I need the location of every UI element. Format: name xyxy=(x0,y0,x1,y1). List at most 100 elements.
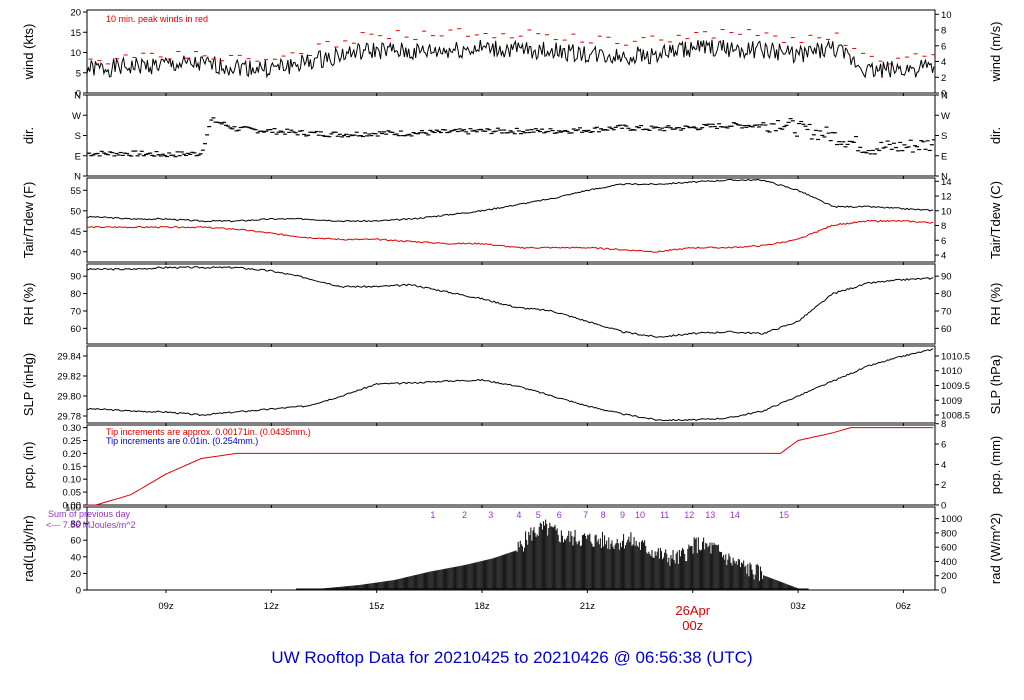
pcp-left-tick-label: 0.15 xyxy=(63,462,82,473)
time-tick-label: 15z xyxy=(369,601,385,612)
rh-left-tick-label: 90 xyxy=(70,272,81,283)
rh-right-tick-label: 70 xyxy=(941,306,952,317)
rh-right-tick-label: 90 xyxy=(941,272,952,283)
time-tick-label: 03z xyxy=(790,601,806,612)
sun-hour-number: 2 xyxy=(462,510,467,520)
precip-cumulative-line xyxy=(87,427,934,505)
precip-note-red: Tip increments are approx. 0.00171in. (0… xyxy=(106,427,311,437)
dir-left-tick-label: E xyxy=(75,151,81,162)
panel-wind xyxy=(83,9,939,96)
time-tick-label: 18z xyxy=(474,601,490,612)
temp-frame xyxy=(86,177,936,263)
pcp-right-tick-label: 6 xyxy=(941,440,946,451)
dir-right-tick-label: N xyxy=(941,172,948,183)
chart-footer-title: UW Rooftop Data for 20210425 to 20210426… xyxy=(271,648,753,667)
radiation-sum-value: <--- 7.66 MJoules/m^2 xyxy=(46,520,136,530)
rad-ylabel-right: rad (W/m^2) xyxy=(988,513,1003,584)
temp-right-tick-label: 6 xyxy=(941,236,946,247)
temp-left-tick-label: 55 xyxy=(70,186,81,197)
pcp-series-group xyxy=(87,427,934,505)
wind-left-tick-label: 15 xyxy=(70,28,81,39)
dir-right-tick-label: S xyxy=(941,131,947,142)
rh-left-tick-label: 70 xyxy=(70,306,81,317)
dir-frame xyxy=(86,94,936,177)
pcp-left-tick-label: 0.20 xyxy=(63,449,82,460)
peak-winds-note: 10 min. peak winds in red xyxy=(106,14,208,24)
dir-left-tick-label: S xyxy=(75,131,81,142)
temp-ylabel-right: Tair/Tdew (C) xyxy=(988,181,1003,259)
pcp-right-tick-label: 4 xyxy=(941,460,946,471)
wind-left-tick-label: 0 xyxy=(76,89,81,100)
wind-ylabel-right: wind (m/s) xyxy=(988,22,1003,83)
pcp-left-tick-label: 0.05 xyxy=(63,488,82,499)
temp-ylabel: Tair/Tdew (F) xyxy=(21,182,36,259)
slp-left-tick-label: 29.84 xyxy=(57,352,81,363)
rad-left-tick-label: 0 xyxy=(76,586,81,597)
panel-temp xyxy=(83,177,939,265)
pcp-left-tick-label: 0.30 xyxy=(63,423,82,434)
rh-ylabel: RH (%) xyxy=(21,283,36,326)
rad-series-group xyxy=(295,519,809,590)
temp-right-tick-label: 4 xyxy=(941,251,946,262)
temp-Tair-line xyxy=(87,178,934,223)
sun-hour-number: 3 xyxy=(488,510,493,520)
dir-left-tick-label: W xyxy=(72,111,81,122)
slp-left-tick-label: 29.80 xyxy=(57,392,81,403)
rad-left-tick-label: 100 xyxy=(65,503,81,514)
wind-right-tick-label: 6 xyxy=(941,41,946,52)
wind-right-tick-label: 10 xyxy=(941,10,952,21)
pcp-left-tick-label: 0.25 xyxy=(63,436,82,447)
slp-right-tick-label: 1009 xyxy=(941,396,962,407)
rad-right-tick-label: 1000 xyxy=(941,514,962,525)
sun-hour-number: 10 xyxy=(635,510,645,520)
rh-right-tick-label: 60 xyxy=(941,324,952,335)
slp-right-tick-label: 1010 xyxy=(941,366,962,377)
wind-right-tick-label: 0 xyxy=(941,89,946,100)
temp-right-tick-label: 12 xyxy=(941,192,952,203)
wind-speed-line xyxy=(87,39,935,79)
temp-right-tick-label: 8 xyxy=(941,221,946,232)
temp-series-group xyxy=(87,178,934,253)
rad-right-tick-label: 400 xyxy=(941,557,957,568)
wind-left-tick-label: 5 xyxy=(76,68,81,79)
sun-hour-number: 11 xyxy=(660,510,669,520)
sun-hour-number: 13 xyxy=(705,510,715,520)
slp-ylabel: SLP (inHg) xyxy=(21,353,36,416)
dir-ylabel: dir. xyxy=(21,127,36,144)
rh-left-tick-label: 60 xyxy=(70,324,81,335)
rad-left-tick-label: 80 xyxy=(70,519,81,530)
pcp-left-tick-label: 0.00 xyxy=(63,501,82,512)
sun-hour-number: 9 xyxy=(620,510,625,520)
rad-right-tick-label: 200 xyxy=(941,571,957,582)
pcp-right-tick-label: 2 xyxy=(941,480,946,491)
temp-right-tick-label: 14 xyxy=(941,177,952,188)
temp-Tdew-line xyxy=(87,219,934,253)
sun-hour-number: 15 xyxy=(779,510,789,520)
pcp-left-tick-label: 0.10 xyxy=(63,475,82,486)
dir-right-tick-label: E xyxy=(941,151,947,162)
time-tick-label: 09z xyxy=(158,601,174,612)
dir-ylabel-right: dir. xyxy=(988,127,1003,144)
slp-frame xyxy=(86,345,936,424)
sun-hour-number: 5 xyxy=(536,510,541,520)
slp-right-tick-label: 1008.5 xyxy=(941,411,970,422)
panel-rh xyxy=(83,263,939,347)
panel-slp xyxy=(83,345,939,426)
pcp-frame xyxy=(86,424,936,506)
slp-right-tick-label: 1009.5 xyxy=(941,381,970,392)
slp-ylabel-right: SLP (hPa) xyxy=(988,355,1003,415)
time-tick-label: 12z xyxy=(264,601,280,612)
rh-RH-line xyxy=(87,266,934,338)
rh-series-group xyxy=(87,266,934,338)
day-label: 26Apr xyxy=(675,603,710,618)
precip-note-blue: Tip increments are 0.01in. (0.254mm.) xyxy=(106,436,258,446)
rad-right-tick-label: 800 xyxy=(941,528,957,539)
slp-left-tick-label: 29.82 xyxy=(57,372,81,383)
time-tick-label: 06z xyxy=(896,601,912,612)
wind-ylabel: wind (kts) xyxy=(21,24,36,81)
rad-left-tick-label: 20 xyxy=(70,569,81,580)
slp-series-group xyxy=(87,348,934,422)
wind-right-tick-label: 2 xyxy=(941,73,946,84)
pcp-right-tick-label: 8 xyxy=(941,419,946,430)
